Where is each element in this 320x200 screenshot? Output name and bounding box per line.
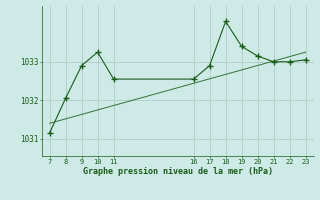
X-axis label: Graphe pression niveau de la mer (hPa): Graphe pression niveau de la mer (hPa) [83,167,273,176]
